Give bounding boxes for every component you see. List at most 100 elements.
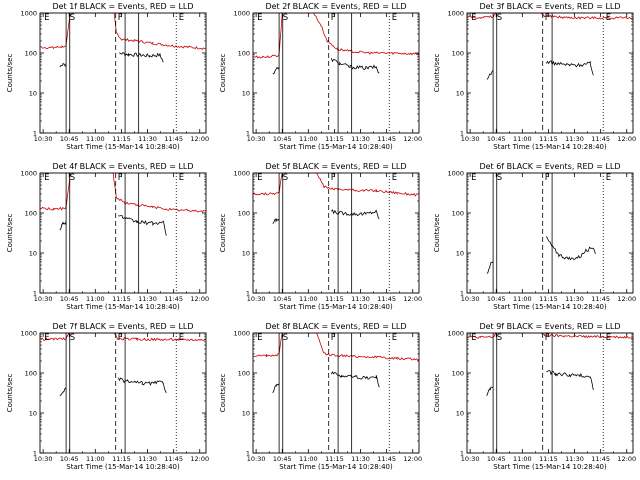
y-tick-label: 1000 bbox=[447, 170, 464, 178]
y-axis-label: Counts/sec bbox=[433, 54, 441, 93]
y-axis-label: Counts/sec bbox=[219, 374, 227, 413]
series-line-events bbox=[59, 214, 167, 236]
series-line-events bbox=[59, 51, 164, 68]
y-tick-label: 100 bbox=[452, 210, 464, 218]
y-tick-label: 1000 bbox=[20, 10, 37, 18]
y-tick-label: 10 bbox=[242, 90, 250, 98]
y-tick-label: 10 bbox=[242, 250, 250, 258]
plot-frame bbox=[252, 332, 420, 454]
panel-det-5f: Det 5f BLACK = Events, RED = LLD 1 10 100 10… bbox=[213, 160, 426, 320]
marker-label: S bbox=[497, 173, 502, 183]
marker-label: S bbox=[497, 13, 502, 23]
y-axis-label: Counts/sec bbox=[433, 374, 441, 413]
x-axis-label: Start Time (15-Mar-14 10:28:40) bbox=[279, 303, 393, 311]
x-tick-label: 11:45 bbox=[164, 455, 183, 463]
y-tick-label: 1 bbox=[246, 450, 250, 458]
marker-label: F bbox=[545, 333, 550, 343]
plot-frame bbox=[39, 332, 207, 454]
plot-frame bbox=[39, 172, 207, 294]
chart-det-8f: Det 8f BLACK = Events, RED = LLD 1 10 100 10… bbox=[219, 322, 422, 471]
x-tick-label: 12:00 bbox=[190, 295, 209, 303]
y-tick-label: 1000 bbox=[447, 330, 464, 338]
plot-frame bbox=[252, 12, 420, 134]
x-tick-label: 11:30 bbox=[351, 295, 370, 303]
y-tick-label: 100 bbox=[452, 50, 464, 58]
y-tick-label: 1 bbox=[33, 450, 37, 458]
panel-det-9f: Det 9f BLACK = Events, RED = LLD 1 10 100 10… bbox=[427, 320, 640, 480]
series-line-events bbox=[272, 371, 380, 394]
plot-frame bbox=[466, 332, 634, 454]
x-axis-label: Start Time (15-Mar-14 10:28:40) bbox=[493, 303, 607, 311]
y-tick-label: 10 bbox=[456, 250, 464, 258]
chart-title: Det 1f BLACK = Events, RED = LLD bbox=[52, 2, 193, 11]
y-tick-label: 100 bbox=[452, 370, 464, 378]
x-axis-label: Start Time (15-Mar-14 10:28:40) bbox=[279, 463, 393, 471]
y-tick-label: 10 bbox=[242, 410, 250, 418]
x-tick-label: 10:30 bbox=[461, 295, 480, 303]
series-line-lld bbox=[467, 333, 633, 339]
plot-frame bbox=[252, 172, 420, 294]
marker-label: F bbox=[331, 333, 336, 343]
x-tick-label: 11:45 bbox=[591, 455, 610, 463]
x-tick-label: 11:45 bbox=[591, 135, 610, 143]
x-tick-label: 12:00 bbox=[190, 455, 209, 463]
x-tick-label: 10:45 bbox=[487, 135, 506, 143]
y-axis-label: Counts/sec bbox=[6, 214, 14, 253]
y-tick-label: 1000 bbox=[447, 10, 464, 18]
x-tick-label: 12:00 bbox=[617, 135, 636, 143]
y-tick-label: 10 bbox=[29, 410, 37, 418]
x-tick-label: 12:00 bbox=[403, 135, 422, 143]
x-tick-label: 11:30 bbox=[565, 135, 584, 143]
x-tick-label: 10:30 bbox=[247, 455, 266, 463]
x-tick-label: 11:45 bbox=[377, 295, 396, 303]
y-tick-label: 10 bbox=[29, 90, 37, 98]
x-tick-label: 10:45 bbox=[60, 295, 79, 303]
panel-det-7f: Det 7f BLACK = Events, RED = LLD 1 10 100 10… bbox=[0, 320, 213, 480]
x-axis-label: Start Time (15-Mar-14 10:28:40) bbox=[66, 463, 180, 471]
x-tick-label: 11:00 bbox=[299, 455, 318, 463]
marker-label: E bbox=[471, 333, 476, 343]
chart-det-3f: Det 3f BLACK = Events, RED = LLD 1 10 100 10… bbox=[433, 2, 636, 151]
plot-frame bbox=[466, 172, 634, 294]
plot-frame bbox=[466, 12, 634, 134]
x-tick-label: 11:15 bbox=[112, 135, 131, 143]
chart-title: Det 8f BLACK = Events, RED = LLD bbox=[265, 322, 406, 331]
y-tick-label: 1000 bbox=[233, 10, 250, 18]
x-tick-label: 12:00 bbox=[617, 455, 636, 463]
x-tick-label: 11:45 bbox=[591, 295, 610, 303]
chart-title: Det 4f BLACK = Events, RED = LLD bbox=[52, 162, 193, 171]
x-tick-label: 11:15 bbox=[539, 455, 558, 463]
marker-label: E bbox=[44, 333, 49, 343]
x-tick-label: 11:15 bbox=[539, 135, 558, 143]
y-tick-label: 1 bbox=[33, 130, 37, 138]
x-tick-label: 11:15 bbox=[325, 135, 344, 143]
chart-det-7f: Det 7f BLACK = Events, RED = LLD 1 10 100 10… bbox=[6, 322, 209, 471]
x-tick-label: 12:00 bbox=[190, 135, 209, 143]
x-tick-label: 10:30 bbox=[461, 455, 480, 463]
x-axis-label: Start Time (15-Mar-14 10:28:40) bbox=[279, 143, 393, 151]
x-tick-label: 11:45 bbox=[377, 135, 396, 143]
x-tick-label: 10:30 bbox=[461, 135, 480, 143]
series-line-events bbox=[486, 236, 596, 274]
marker-label: S bbox=[497, 333, 502, 343]
x-tick-label: 10:45 bbox=[487, 295, 506, 303]
x-tick-label: 11:30 bbox=[138, 455, 157, 463]
x-tick-label: 11:00 bbox=[299, 295, 318, 303]
panel-det-2f: Det 2f BLACK = Events, RED = LLD 1 10 100 10… bbox=[213, 0, 426, 160]
series-line-lld bbox=[40, 333, 206, 342]
y-tick-label: 10 bbox=[456, 410, 464, 418]
marker-label: E bbox=[257, 173, 262, 183]
y-tick-label: 1 bbox=[246, 130, 250, 138]
series-line-lld bbox=[467, 13, 633, 20]
x-tick-label: 11:30 bbox=[565, 295, 584, 303]
marker-label: E bbox=[257, 333, 262, 343]
marker-label: F bbox=[545, 173, 550, 183]
y-tick-label: 1 bbox=[460, 130, 464, 138]
marker-label: E bbox=[179, 173, 184, 183]
chart-det-6f: Det 6f BLACK = Events, RED = LLD 1 10 100 10… bbox=[433, 162, 636, 311]
marker-label: F bbox=[331, 173, 336, 183]
x-tick-label: 10:30 bbox=[247, 135, 266, 143]
x-tick-label: 12:00 bbox=[617, 295, 636, 303]
marker-label: S bbox=[70, 333, 75, 343]
